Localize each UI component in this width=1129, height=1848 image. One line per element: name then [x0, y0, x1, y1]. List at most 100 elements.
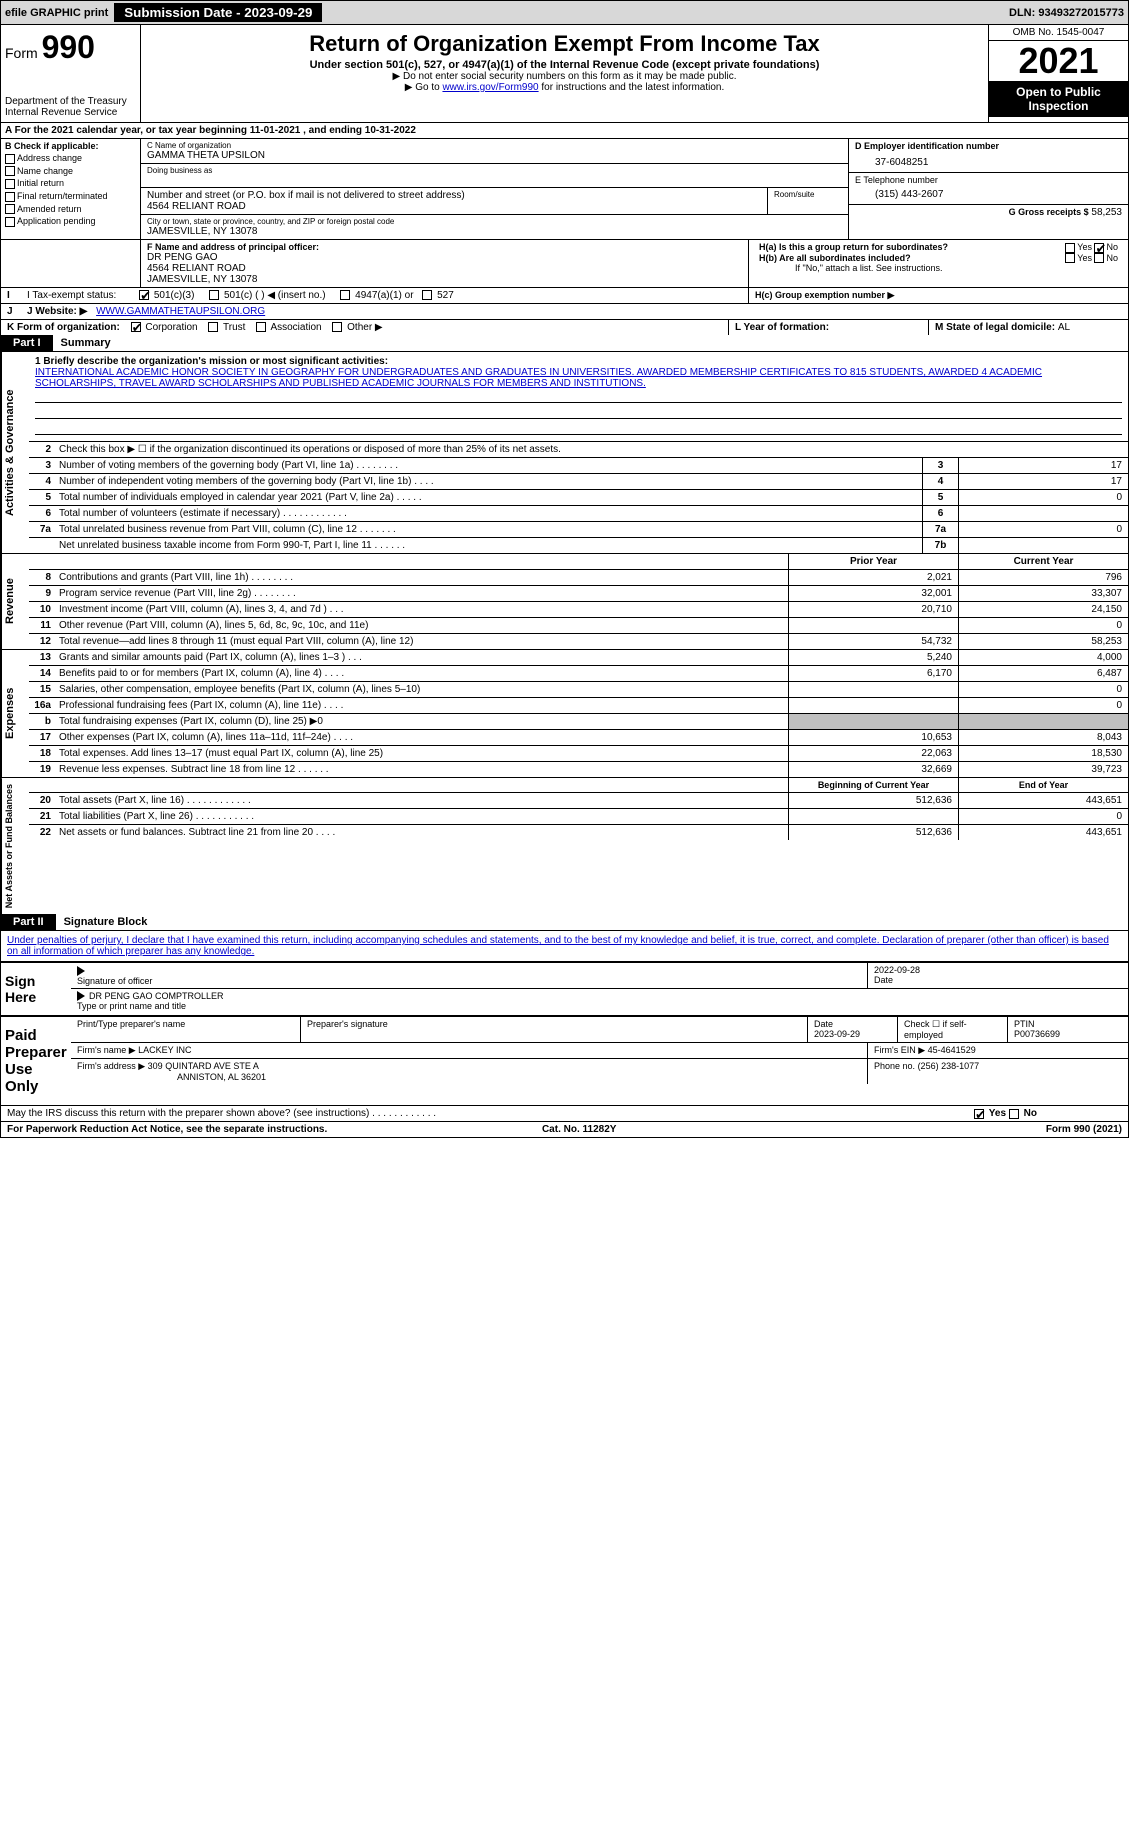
r10d: Investment income (Part VIII, column (A)…	[55, 602, 788, 617]
check-other[interactable]	[332, 322, 342, 332]
r14n: 14	[29, 666, 55, 681]
city-label: City or town, state or province, country…	[147, 217, 842, 226]
check-final[interactable]	[5, 192, 15, 202]
pp-date: 2023-09-29	[814, 1029, 860, 1039]
officer-print-name: DR PENG GAO COMPTROLLER	[89, 991, 224, 1001]
r21n: 21	[29, 809, 55, 824]
sign-here-label: Sign Here	[1, 963, 71, 1015]
form-footer: Form 990 (2021)	[1046, 1124, 1122, 1135]
header-right: OMB No. 1545-0047 2021 Open to Public In…	[988, 25, 1128, 122]
row3-val: 17	[958, 458, 1128, 473]
firm-name: LACKEY INC	[138, 1045, 191, 1055]
col-c-org: C Name of organization GAMMA THETA UPSIL…	[141, 139, 848, 239]
r16ad: Professional fundraising fees (Part IX, …	[55, 698, 788, 713]
opt-4947: 4947(a)(1) or	[355, 290, 413, 301]
check-trust[interactable]	[208, 322, 218, 332]
l-label: L Year of formation:	[735, 322, 829, 333]
efile-label: efile GRAPHIC print	[5, 7, 108, 19]
r13c: 4,000	[958, 650, 1128, 665]
row6-box: 6	[922, 506, 958, 521]
discuss-q: May the IRS discuss this return with the…	[1, 1106, 968, 1121]
row3-desc: Number of voting members of the governin…	[55, 458, 922, 473]
form-label: Form	[5, 45, 38, 61]
check-name[interactable]	[5, 166, 15, 176]
r15p	[788, 682, 958, 697]
discuss-no: No	[1024, 1108, 1037, 1119]
ha-no: No	[1106, 242, 1118, 252]
check-pending[interactable]	[5, 217, 15, 227]
mission-q: 1 Briefly describe the organization's mi…	[35, 356, 1122, 367]
check-amended[interactable]	[5, 204, 15, 214]
row4-box: 4	[922, 474, 958, 489]
opt-trust: Trust	[223, 322, 245, 333]
boy-hdr: Beginning of Current Year	[788, 778, 958, 792]
r10c: 24,150	[958, 602, 1128, 617]
r12n: 12	[29, 634, 55, 649]
sig-officer-lbl: Signature of officer	[77, 976, 152, 986]
r21c: 0	[958, 809, 1128, 824]
header-left: Form 990 Department of the Treasury Inte…	[1, 25, 141, 122]
hb-yes-check[interactable]	[1065, 253, 1075, 263]
check-4947[interactable]	[340, 290, 350, 300]
check-initial[interactable]	[5, 179, 15, 189]
r8c: 796	[958, 570, 1128, 585]
submission-date-button[interactable]: Submission Date - 2023-09-29	[114, 3, 322, 22]
r10p: 20,710	[788, 602, 958, 617]
r18c: 18,530	[958, 746, 1128, 761]
website-label: J Website: ▶	[27, 306, 87, 317]
tab-netassets: Net Assets or Fund Balances	[1, 778, 29, 914]
col-b-checkboxes: B Check if applicable: Address change Na…	[1, 139, 141, 239]
pp-date-lbl: Date	[814, 1019, 833, 1029]
row7b-desc: Net unrelated business taxable income fr…	[55, 538, 922, 553]
opt-501c3: 501(c)(3)	[154, 290, 195, 301]
check-assoc[interactable]	[256, 322, 266, 332]
declaration-text[interactable]: Under penalties of perjury, I declare th…	[7, 935, 1109, 957]
paid-preparer-label: Paid Preparer Use Only	[1, 1017, 71, 1105]
cat-no: Cat. No. 11282Y	[542, 1124, 616, 1135]
r16bn: b	[29, 714, 55, 729]
row7b-val	[958, 538, 1128, 553]
pp-self-lbl: Check ☐ if self-employed	[898, 1017, 1008, 1042]
r8p: 2,021	[788, 570, 958, 585]
signature-declaration: Under penalties of perjury, I declare th…	[1, 930, 1128, 961]
sig-date: 2022-09-28	[874, 965, 920, 975]
officer-addr1: 4564 RELIANT ROAD	[147, 263, 742, 274]
check-501c3[interactable]	[139, 290, 149, 300]
ha-yes-check[interactable]	[1065, 243, 1075, 253]
r18n: 18	[29, 746, 55, 761]
r16bd: Total fundraising expenses (Part IX, col…	[55, 714, 788, 729]
street-address: 4564 RELIANT ROAD	[147, 201, 761, 212]
r14p: 6,170	[788, 666, 958, 681]
row5-box: 5	[922, 490, 958, 505]
row7a-box: 7a	[922, 522, 958, 537]
discuss-yes-check[interactable]	[974, 1109, 984, 1119]
r20c: 443,651	[958, 793, 1128, 808]
check-address[interactable]	[5, 154, 15, 164]
row5-val: 0	[958, 490, 1128, 505]
opt-other: Other ▶	[347, 322, 382, 333]
form-main: Form 990 Department of the Treasury Inte…	[0, 25, 1129, 1138]
row6-val	[958, 506, 1128, 521]
website-link[interactable]: WWW.GAMMATHETAUPSILON.ORG	[96, 306, 265, 317]
row5-desc: Total number of individuals employed in …	[55, 490, 922, 505]
r11n: 11	[29, 618, 55, 633]
r16ac: 0	[958, 698, 1128, 713]
r19n: 19	[29, 762, 55, 777]
discuss-yes: Yes	[989, 1108, 1006, 1119]
ptin-val: P00736699	[1014, 1029, 1060, 1039]
ha-no-check[interactable]	[1094, 243, 1104, 253]
gross-label: G Gross receipts $	[1009, 207, 1089, 217]
part1-header: Part I Summary	[1, 335, 1128, 351]
r20d: Total assets (Part X, line 16) . . . . .…	[55, 793, 788, 808]
dba-label: Doing business as	[147, 166, 842, 175]
discuss-no-check[interactable]	[1009, 1109, 1019, 1119]
check-501c[interactable]	[209, 290, 219, 300]
r12p: 54,732	[788, 634, 958, 649]
r11c: 0	[958, 618, 1128, 633]
check-corp[interactable]	[131, 322, 141, 332]
org-name-label: C Name of organization	[147, 141, 842, 150]
mission-text[interactable]: INTERNATIONAL ACADEMIC HONOR SOCIETY IN …	[35, 367, 1042, 389]
irs-link[interactable]: www.irs.gov/Form990	[442, 82, 538, 93]
check-527[interactable]	[422, 290, 432, 300]
r9n: 9	[29, 586, 55, 601]
